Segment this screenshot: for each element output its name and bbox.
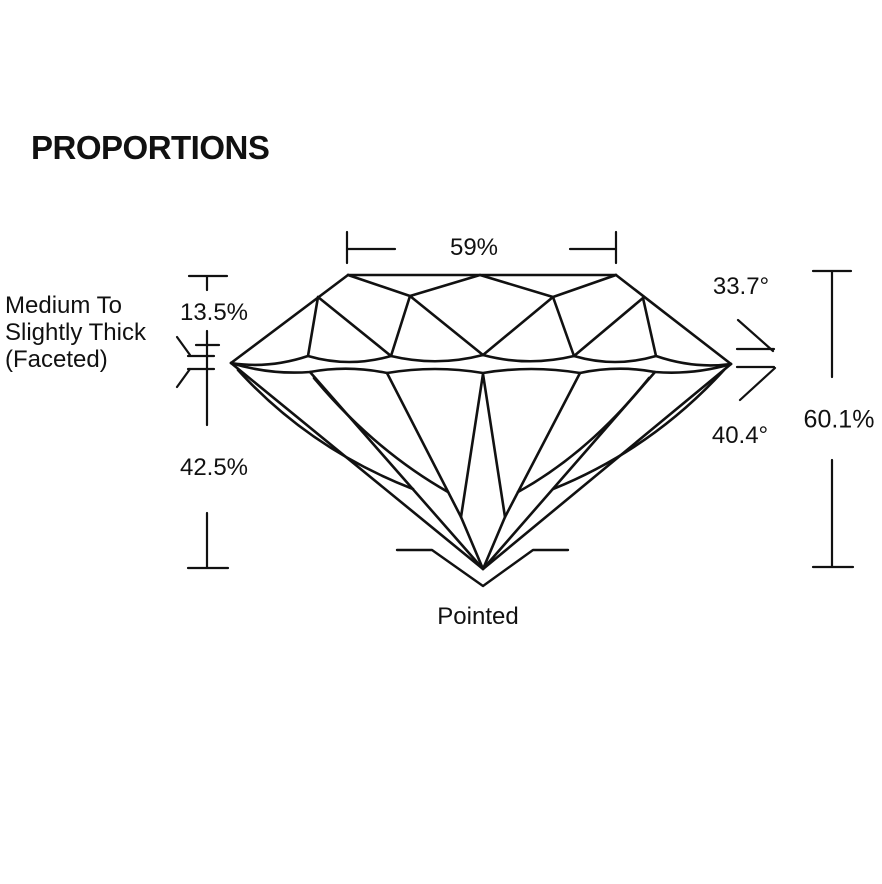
pavilion-depth-label: 42.5% (179, 454, 249, 481)
girdle-band (229, 353, 733, 375)
pavilion-center-kite (459, 372, 507, 571)
bezel-facet-lines-right (481, 295, 658, 358)
crown-angle-marker (735, 318, 776, 353)
crown-dim-line (194, 329, 221, 427)
depth-dim-top-bar (811, 269, 853, 379)
total-depth-dimension (811, 269, 855, 569)
lower-girdle-curve-right-inner (516, 376, 651, 494)
left-depth-dimension (175, 274, 230, 570)
girdle-leader-lower (175, 367, 192, 389)
table-width-dimension (345, 230, 618, 265)
lower-girdle-curve-left-inner (312, 376, 450, 494)
crown-angle-label: 33.7° (712, 273, 770, 300)
lower-girdle-curve-right-outer (551, 368, 726, 491)
lower-girdle-curve-left-outer (236, 368, 415, 491)
girdle-label-line2: Slightly Thick (5, 319, 146, 346)
crown-dim-top-bar (187, 274, 229, 292)
pavilion-outline (229, 361, 733, 571)
crown-slope-left (229, 273, 350, 365)
star-facet-zigzag (346, 273, 618, 299)
table-width-label: 59% (449, 234, 499, 261)
girdle-label-line1: Medium To (5, 292, 122, 319)
bezel-facet-lines-left (306, 294, 485, 358)
culet-label: Pointed (437, 603, 519, 630)
girdle-upper-edge (229, 353, 733, 367)
girdle-label-line3: (Faceted) (5, 346, 108, 373)
pavilion-main-lines (308, 370, 657, 571)
pavilion-facets (229, 361, 733, 571)
pavilion-angle-label: 40.4° (711, 422, 769, 449)
culet-marker (395, 548, 570, 588)
total-depth-label: 60.1% (803, 405, 875, 434)
pavilion-angle-marker (735, 365, 777, 402)
girdle-leader-upper (175, 335, 192, 357)
crown-height-label: 13.5% (179, 299, 249, 326)
depth-dim-bottom (811, 458, 855, 569)
crown-facets (229, 273, 733, 366)
crown-slope-right (614, 273, 733, 366)
page-title: PROPORTIONS (31, 129, 270, 166)
girdle-thickness-label: Medium To Slightly Thick (Faceted) (5, 292, 146, 373)
angle-markers (735, 318, 777, 402)
